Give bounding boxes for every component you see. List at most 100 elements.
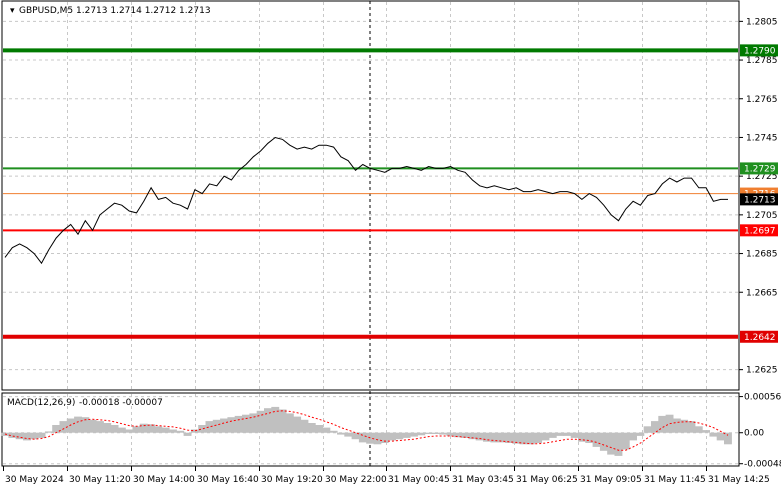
macd-bar [358,432,367,443]
macd-bar [315,425,323,433]
macd-bar [570,432,579,438]
macd-bar [373,432,382,445]
macd-bar [592,432,601,447]
price-tick-label: 1.2685 [746,250,778,260]
macd-bar [154,426,163,433]
macd-bar [198,425,207,433]
macd-bar [88,419,97,433]
macd-bar [687,421,696,433]
time-tick-label: 30 May 19:20 [261,475,323,485]
level-tag [740,162,778,175]
macd-bar [220,418,228,433]
macd-bar [461,432,469,438]
macd-tick-label: -0.00048 [744,460,781,470]
macd-bar [74,416,82,433]
macd-bar [439,432,448,435]
symbol-arrow-icon[interactable]: ▾ [10,6,15,16]
time-tick-label: 31 May 14:25 [708,475,770,485]
macd-bar [519,432,528,445]
macd-bar [410,432,418,437]
macd-bar [242,414,250,433]
time-tick-label: 30 May 16:40 [197,475,259,485]
macd-bar [629,432,637,441]
symbol-label: GBPUSD,M5 [19,6,73,16]
macd-bar [234,415,243,433]
macd-bar [585,432,594,443]
macd-bar [424,432,433,434]
macd-bar [351,432,360,440]
time-axis: 30 May 2024 30 May 11:20 30 May 14:00 30 Ma… [3,466,770,485]
macd-bar [344,432,353,437]
level-tag-label: 1.2790 [744,46,776,56]
macd-bar [227,417,236,433]
macd-bar [103,423,112,433]
level-tag-label: 1.2697 [744,226,776,236]
macd-bar [110,425,119,433]
macd-bar [578,432,586,442]
time-tick-label: 30 May 14:00 [133,475,195,485]
macd-bar [190,429,199,433]
macd-bar [147,424,155,433]
macd-bar [329,430,338,433]
level-tag [740,44,778,57]
macd-bar [37,432,46,438]
macd-bar [388,432,396,441]
price-series [4,136,728,265]
macd-tick-label: 0.00056 [744,393,781,403]
price-tick-label: 1.2765 [746,95,778,105]
macd-bar [307,423,316,433]
macd-bar [278,409,287,433]
macd-signal [4,410,729,451]
price-line [4,136,728,265]
macd-bar [117,427,126,433]
level-tag-label: 1.2642 [744,333,776,343]
level-tag [740,224,778,237]
macd-bar [724,432,732,445]
macd-bar [402,432,411,438]
macd-histogram [1,406,732,456]
macd-bar [264,408,272,433]
macd-bar [30,432,39,440]
macd-bar [680,419,689,433]
time-tick-label: 31 May 06:25 [516,475,578,485]
level-tag [740,330,778,343]
levels [3,48,738,339]
macd-bar [66,418,75,433]
macd-bar [694,426,703,433]
macd-bar [512,432,521,444]
time-tick-label: 31 May 09:05 [580,475,642,485]
price-tick-label: 1.2745 [746,133,778,143]
price-tick-label: 1.2665 [746,288,778,298]
macd-bar [563,432,572,436]
macd-label: MACD(12,26,9) [7,398,75,408]
macd-tick-label: 0.00 [744,429,764,439]
current-price-label: 1.2713 [744,195,776,205]
time-tick-label: 30 May 22:00 [325,475,387,485]
level-tag-label: 1.2729 [744,164,776,174]
macd-bar [497,432,506,443]
macd-bar [548,432,557,438]
macd-bar [212,419,221,433]
macd-bar [205,421,214,433]
macd-bar [8,432,17,438]
macd-bar [139,423,148,433]
ohlc-values: 1.2713 1.2714 1.2712 1.2713 [76,6,211,16]
macd-values: -0.00018 -0.00007 [79,398,163,408]
macd-bar [475,432,484,441]
macd-bar [716,432,725,441]
macd-bar [59,421,68,433]
macd-bar [52,425,61,433]
time-tick-label: 31 May 11:45 [644,475,706,485]
macd-bar [125,429,134,433]
macd-bar [607,432,616,455]
macd-bar [395,432,404,440]
macd-signal-line [4,410,729,451]
macd-bar [490,432,499,443]
macd-bar [709,432,718,437]
price-tick-label: 1.2785 [746,56,778,66]
macd-bar [599,432,608,451]
macd-bar [453,432,462,438]
macd-bar [431,432,440,434]
macd-bar [81,417,90,433]
